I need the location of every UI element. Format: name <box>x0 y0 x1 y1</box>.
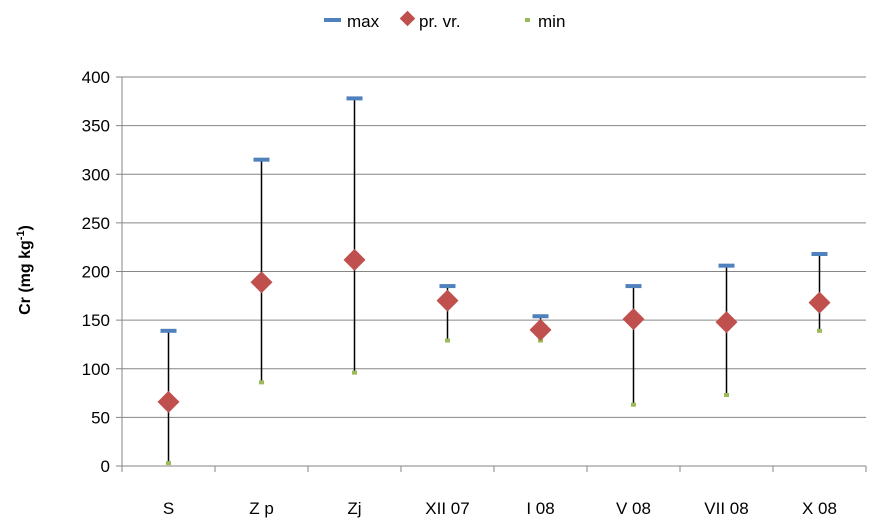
legend-label-max: max <box>347 12 380 31</box>
max-marker <box>439 284 456 289</box>
x-tick-label: V 08 <box>616 499 651 518</box>
max-marker <box>253 157 270 162</box>
y-axis-label: Cr (mg kg-1) <box>15 225 34 315</box>
legend-label-min: min <box>538 12 565 31</box>
y-tick-label: 250 <box>82 214 110 233</box>
x-tick-label: VII 08 <box>704 499 748 518</box>
avg-marker <box>808 291 831 314</box>
y-tick-label: 50 <box>91 408 110 427</box>
y-tick-label: 0 <box>101 457 110 476</box>
x-tick-labels: S Z p Zj XII 07 I 08 V 08 VII 08 X 08 <box>163 499 837 518</box>
max-marker <box>811 251 828 256</box>
x-tick-label: I 08 <box>526 499 554 518</box>
legend-marker-max <box>324 18 341 22</box>
avg-marker <box>529 318 552 341</box>
legend-item-max: max <box>324 12 380 31</box>
axes <box>116 76 867 472</box>
max-marker <box>532 314 549 319</box>
max-marker <box>160 328 177 333</box>
x-tick-label: X 08 <box>802 499 837 518</box>
legend-item-avg: pr. vr. <box>399 10 461 31</box>
max-marker <box>625 284 642 289</box>
max-marker <box>718 263 735 268</box>
y-tick-labels: 0 50 100 150 200 250 300 350 400 <box>82 68 110 476</box>
avg-marker <box>715 311 738 334</box>
x-tick-label: XII 07 <box>425 499 469 518</box>
min-marker <box>817 328 822 333</box>
max-marker <box>346 96 363 101</box>
min-marker <box>259 380 264 385</box>
data-marks <box>157 96 831 466</box>
legend: max pr. vr. min <box>324 10 565 31</box>
avg-marker <box>622 308 645 331</box>
y-tick-label: 300 <box>82 165 110 184</box>
avg-marker <box>436 289 459 312</box>
y-tick-label: 350 <box>82 117 110 136</box>
grid-lines <box>122 76 866 418</box>
x-tick-label: Zj <box>347 499 361 518</box>
avg-marker <box>250 271 273 294</box>
legend-item-min: min <box>525 12 565 31</box>
min-marker <box>352 370 357 375</box>
legend-label-avg: pr. vr. <box>419 12 461 31</box>
y-tick-label: 200 <box>82 263 110 282</box>
x-tick-label: S <box>163 499 174 518</box>
avg-marker <box>157 390 180 413</box>
y-tick-label: 400 <box>82 68 110 87</box>
min-marker <box>724 393 729 398</box>
y-tick-label: 150 <box>82 311 110 330</box>
avg-marker <box>343 248 366 271</box>
min-marker <box>166 461 171 466</box>
y-tick-label: 100 <box>82 360 110 379</box>
min-marker <box>445 338 450 343</box>
min-marker <box>631 402 636 407</box>
legend-marker-avg <box>399 10 416 27</box>
x-tick-label: Z p <box>249 499 274 518</box>
legend-marker-min <box>525 18 530 22</box>
